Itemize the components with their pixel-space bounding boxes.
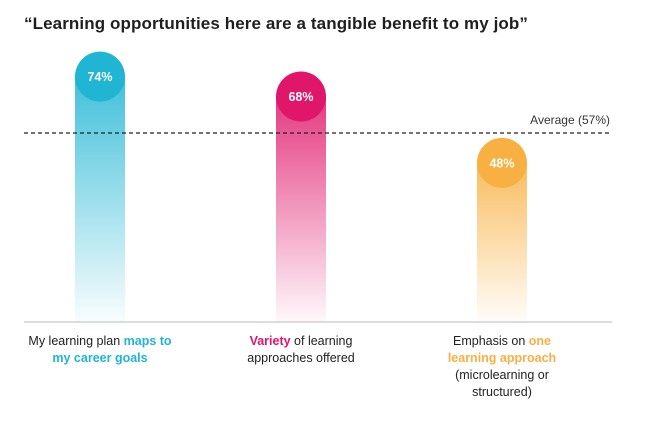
average-label: Average (57%)	[530, 113, 610, 127]
bar-3	[477, 162, 527, 322]
bar-1	[75, 76, 125, 322]
category-label-2: Variety of learning approaches offered	[216, 333, 386, 367]
category-label-line: My learning plan maps to	[15, 333, 185, 350]
category-label-line: Variety of learning	[216, 333, 386, 350]
bar-marker-3	[477, 137, 527, 188]
category-label-highlight: Variety	[249, 334, 291, 348]
category-label-highlight: learning approach	[447, 351, 557, 365]
bar-marker-1	[75, 51, 125, 102]
category-label-line: Emphasis on one	[417, 333, 587, 350]
chart-title: “Learning opportunities here are a tangi…	[24, 14, 528, 33]
category-label-highlight: one	[528, 334, 551, 348]
category-label-line: structured)	[417, 384, 587, 401]
category-label-3: Emphasis on one learning approach (microle…	[417, 333, 587, 401]
category-label-line: approaches offered	[216, 350, 386, 367]
bar-value-label-2: 68%	[288, 90, 313, 104]
category-label-text: Emphasis on	[453, 334, 529, 348]
category-label-text: approaches offered	[247, 351, 355, 365]
category-label-text: structured)	[472, 385, 532, 399]
category-label-text: (microlearning or	[455, 368, 549, 382]
bar-2	[276, 96, 326, 323]
category-label-line: learning approach	[417, 350, 587, 367]
category-label-1: My learning plan maps to my career goals	[15, 333, 185, 367]
category-label-line: (microlearning or	[417, 367, 587, 384]
category-label-text: My learning plan	[28, 334, 124, 348]
category-label-text: of learning	[290, 334, 353, 348]
bar-marker-2	[276, 71, 326, 122]
category-label-highlight: maps to	[123, 334, 172, 348]
category-label-line: my career goals	[15, 350, 185, 367]
bar-value-label-1: 74%	[87, 70, 112, 84]
category-label-highlight: my career goals	[52, 351, 148, 365]
bar-value-label-3: 48%	[489, 156, 514, 170]
